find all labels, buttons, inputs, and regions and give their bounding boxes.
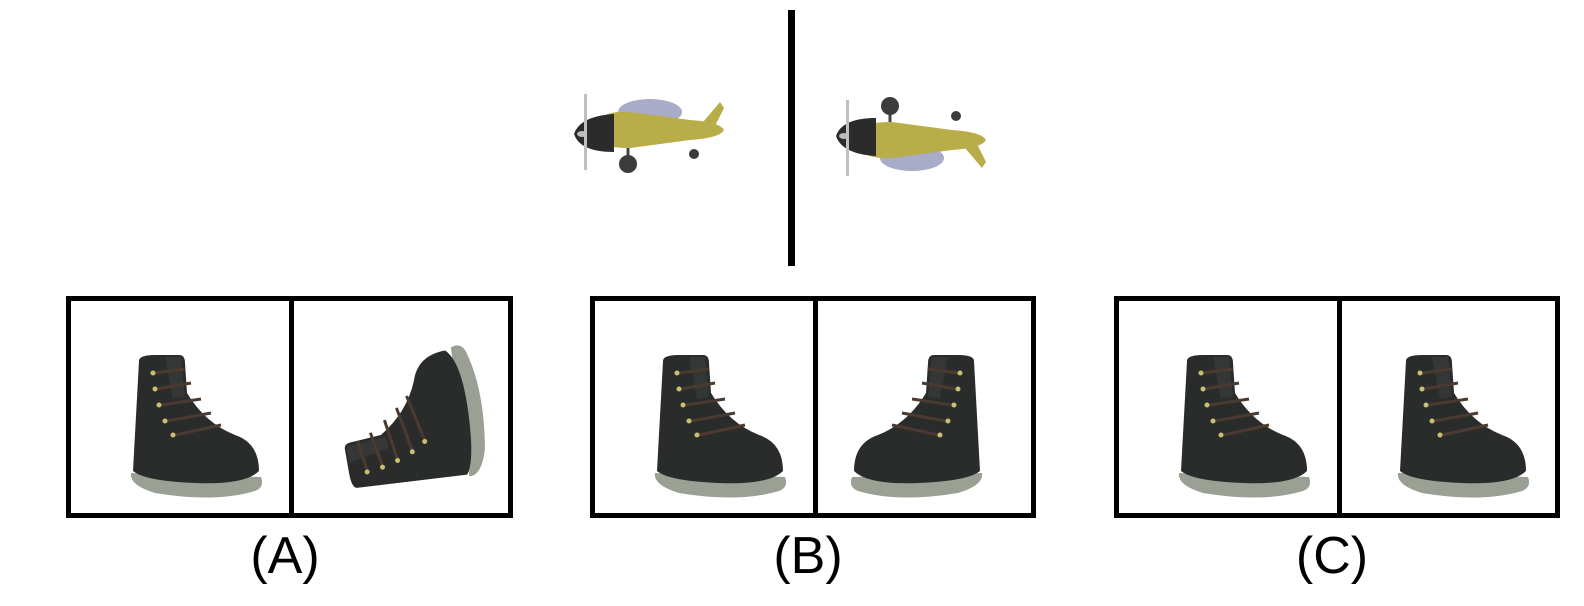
- option-c-label: (C): [1295, 527, 1369, 585]
- option-a-label: (A): [250, 527, 320, 585]
- shoe-icon: [653, 353, 788, 500]
- option-b-label: (B): [773, 527, 843, 585]
- option-c-panel[interactable]: [1114, 296, 1560, 518]
- reference-divider: [788, 10, 795, 266]
- shoe-icon: [849, 353, 984, 500]
- option-a-panel[interactable]: [66, 296, 513, 518]
- airplane-icon: [834, 95, 988, 178]
- airplane-icon: [572, 92, 726, 175]
- shoe-icon: [1177, 353, 1312, 500]
- shoe-icon: [1396, 353, 1531, 500]
- shoe-icon: [129, 353, 264, 500]
- option-b-panel[interactable]: [590, 296, 1036, 518]
- shoe-icon: [328, 341, 496, 499]
